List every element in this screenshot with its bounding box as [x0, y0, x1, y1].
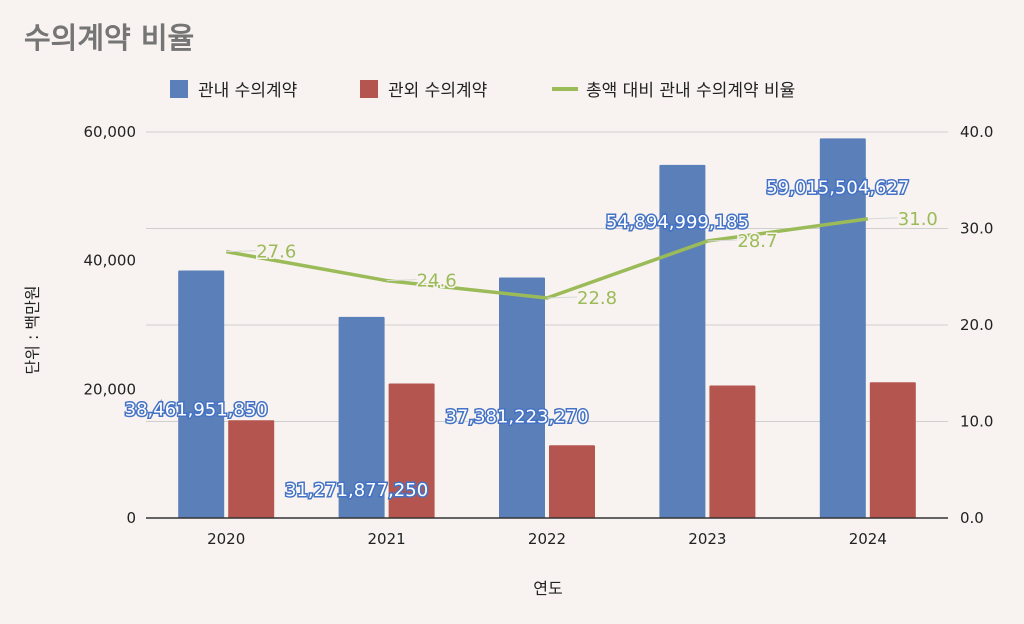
chart-title: 수의계약 비율	[24, 21, 194, 55]
ratio-line	[225, 217, 898, 300]
legend-label: 관내 수의계약	[198, 81, 297, 101]
ratio-data-label: 27.6	[256, 242, 296, 263]
bar	[869, 382, 916, 518]
y2-tick-label: 10.0	[960, 413, 993, 431]
y2-tick-label: 40.0	[960, 123, 993, 141]
ratio-label-leader	[546, 296, 578, 299]
legend-label: 총액 대비 관내 수의계약 비율	[586, 81, 795, 101]
legend-label: 관외 수의계약	[388, 81, 487, 101]
x-tick-label: 2024	[849, 530, 887, 548]
gridlines	[146, 131, 948, 422]
bars	[178, 138, 916, 519]
ratio-label-leader	[707, 239, 738, 242]
y-axis-title: 단위 : 백만원	[23, 285, 42, 374]
bar	[499, 277, 545, 518]
bar	[819, 138, 866, 518]
bar	[338, 316, 385, 518]
ratio-label-leader	[386, 279, 417, 282]
y-tick-label: 60,000	[84, 123, 137, 141]
y-tick-label: 20,000	[84, 380, 137, 398]
bar-data-label: 31,271,877,250	[285, 480, 428, 501]
y2-tick-label: 0.0	[960, 509, 984, 527]
bar	[388, 383, 435, 518]
ratio-label-leader	[867, 217, 898, 220]
bar	[549, 445, 595, 518]
x-tick-label: 2021	[368, 530, 406, 548]
bar-data-label: 38,461,951,850	[125, 400, 268, 421]
x-tick-label: 2023	[688, 530, 726, 548]
ratio-data-label: 22.8	[577, 288, 617, 309]
ratio-data-label: 28.7	[737, 231, 777, 252]
ratio-data-label: 24.6	[417, 271, 457, 292]
y-tick-label: 0	[126, 509, 136, 527]
bar-data-label: 54,894,999,185	[606, 212, 749, 233]
bar	[178, 270, 225, 518]
y2-tick-label: 30.0	[960, 220, 993, 238]
y2-tick-label: 20.0	[960, 316, 993, 334]
bar	[709, 385, 756, 518]
ratio-data-label: 31.0	[898, 209, 938, 230]
ratio-label-leader	[226, 250, 257, 253]
x-axis-title: 연도	[533, 579, 562, 598]
bar-data-label: 59,015,504,627	[766, 177, 909, 198]
data-labels: 27.6 24.6 22.8 28.7 31.0 38,461,951,850 31,271…	[123, 176, 939, 502]
legend-swatch	[360, 80, 378, 98]
axes: 0 20,000 40,000 60,000 0.0 10.0 20.0 30.0 40.0 20…	[84, 123, 994, 548]
x-tick-label: 2020	[207, 530, 245, 548]
x-tick-label: 2022	[528, 530, 566, 548]
legend-swatch	[170, 80, 188, 98]
bar-data-label: 37,381,223,270	[445, 407, 588, 428]
y-tick-label: 40,000	[84, 252, 137, 270]
legend: 관내 수의계약 관외 수의계약 총액 대비 관내 수의계약 비율	[170, 80, 795, 101]
bar	[228, 420, 275, 518]
